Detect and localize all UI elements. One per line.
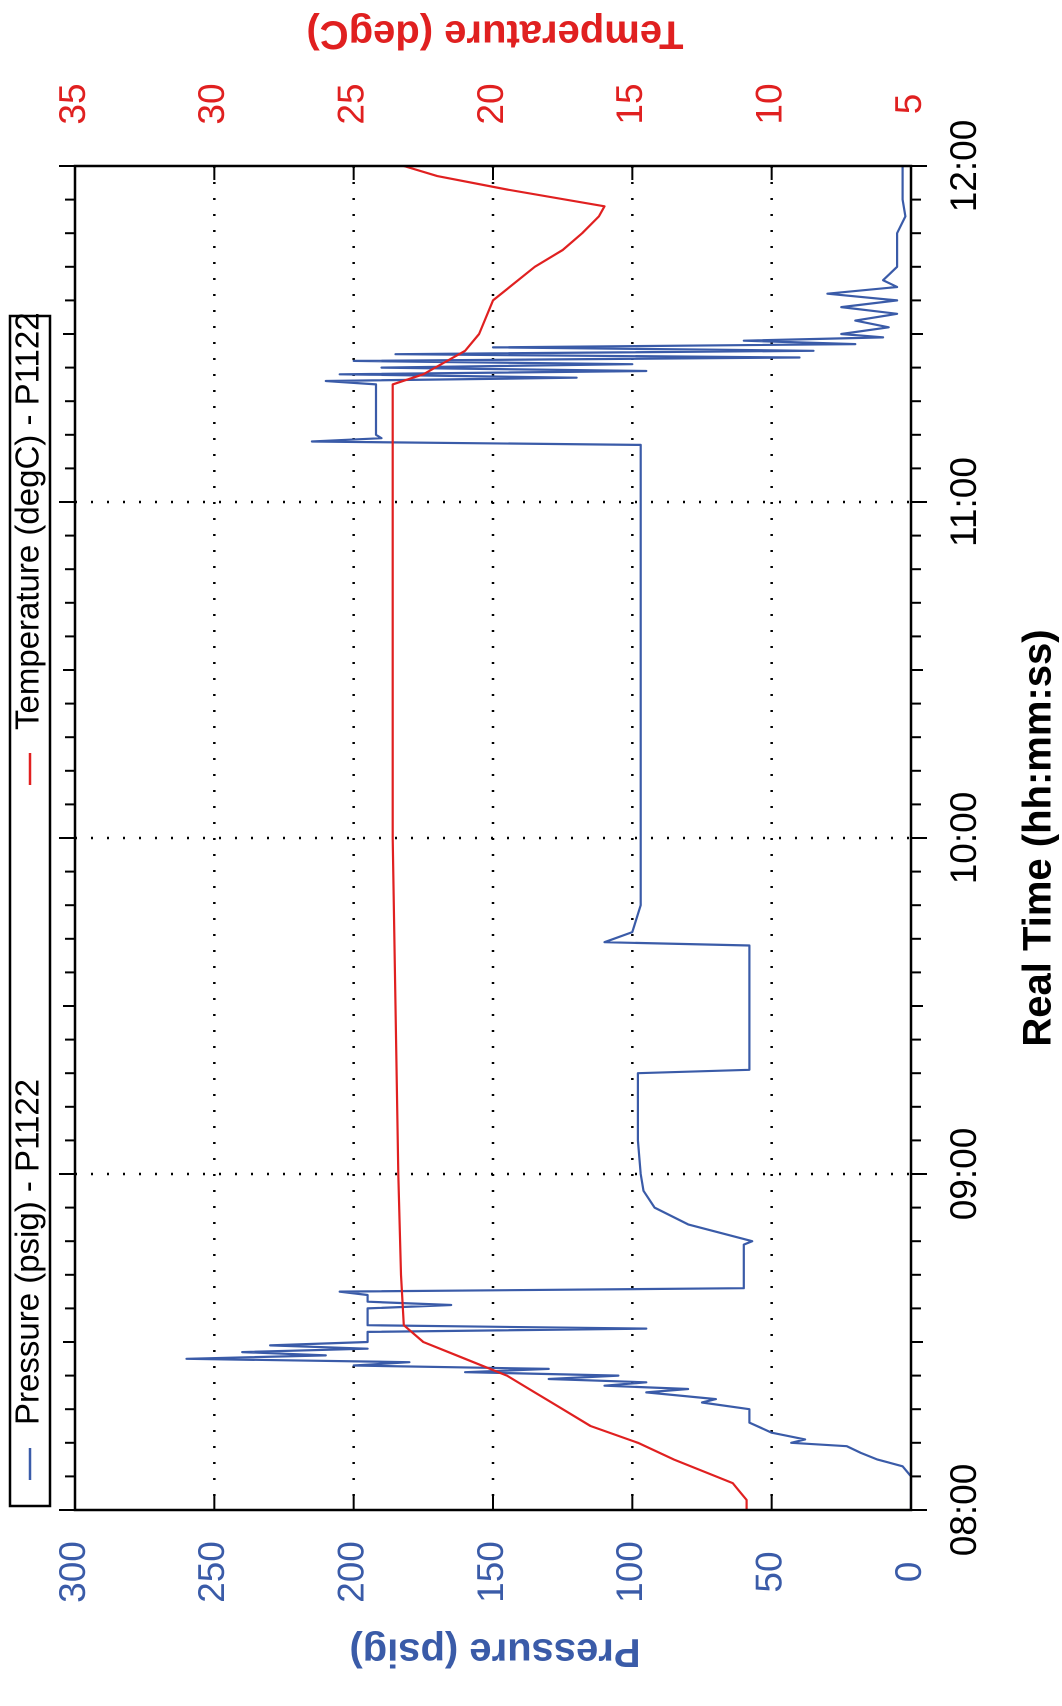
pressure-series-line: [185, 166, 911, 1510]
tick-labels: 08:00 09:00 10:00 11:00 12:00 0 50 100 150 200 250…: [52, 83, 984, 1602]
temperature-tick-label: 15: [609, 83, 650, 124]
temperature-axis-title: Temperature (degC): [306, 12, 683, 56]
temperature-series-line: [391, 166, 748, 1510]
legend: Pressure (psig) - P1122 Temperature (degC…: [8, 312, 52, 1508]
temperature-tick-label: 5: [888, 94, 929, 115]
tick-marks: [59, 165, 927, 1511]
time-tick-label: 10:00: [943, 792, 984, 885]
temperature-tick-label: 20: [470, 83, 511, 124]
series-lines: [185, 166, 911, 1510]
legend-label: Pressure (psig) - P1122: [9, 1079, 46, 1425]
temperature-tick-label: 35: [52, 83, 93, 124]
pressure-tick-label: 100: [609, 1541, 650, 1603]
pressure-tick-label: 200: [330, 1541, 371, 1603]
time-tick-label: 11:00: [943, 457, 984, 547]
temperature-tick-label: 30: [191, 83, 232, 124]
pressure-tick-label: 150: [470, 1541, 511, 1603]
time-tick-label: 09:00: [943, 1128, 984, 1221]
time-tick-label: 08:00: [943, 1464, 984, 1557]
temperature-tick-label: 25: [330, 83, 371, 124]
pressure-tick-label: 0: [888, 1562, 929, 1583]
axis-titles: Real Time (hh:mm:ss) Pressure (psig) Tempe…: [306, 12, 1059, 1674]
time-tick-label: 12:00: [943, 120, 984, 213]
pressure-tick-label: 250: [191, 1541, 232, 1603]
pressure-tick-label: 50: [748, 1551, 789, 1592]
temperature-tick-label: 10: [748, 83, 789, 124]
pressure-axis-title: Pressure (psig): [349, 1630, 640, 1674]
gridlines: [75, 166, 911, 1510]
legend-box: [8, 314, 52, 1508]
x-axis-title: Real Time (hh:mm:ss): [1016, 629, 1060, 1046]
pressure-tick-label: 300: [52, 1541, 93, 1603]
legend-label: Temperature (degC) - P1122: [9, 312, 46, 730]
